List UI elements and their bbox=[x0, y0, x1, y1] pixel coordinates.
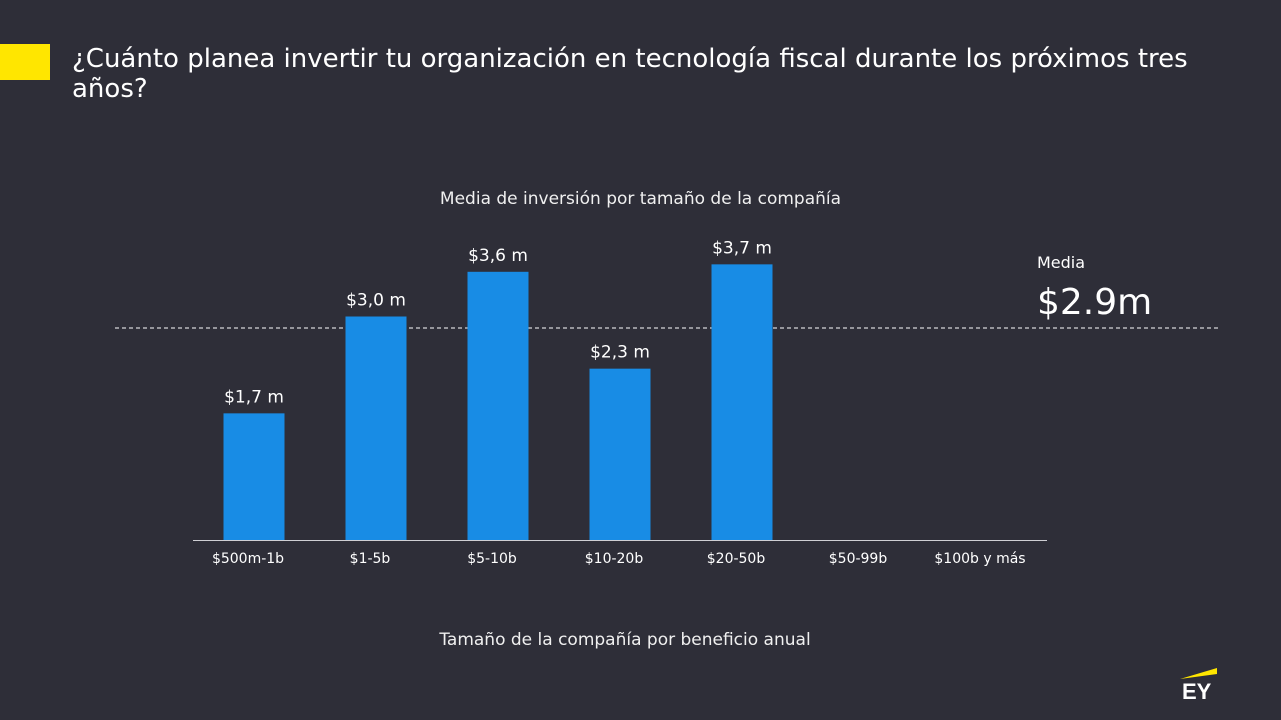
x-tick-label: $1-5b bbox=[350, 551, 391, 567]
data-label: $1,7 m bbox=[224, 387, 284, 407]
x-tick-label: $500m-1b bbox=[212, 551, 284, 567]
svg-text:EY: EY bbox=[1182, 679, 1212, 703]
accent-bar bbox=[0, 44, 50, 80]
bar bbox=[345, 316, 407, 540]
x-tick-label: $5-10b bbox=[467, 551, 517, 567]
mean-value: $2.9m bbox=[1037, 282, 1153, 323]
bar bbox=[223, 413, 285, 540]
ey-logo: EY bbox=[1180, 665, 1220, 707]
bar bbox=[711, 264, 773, 540]
x-tick-label: $100b y más bbox=[934, 551, 1025, 567]
chart-title: Media de inversión por tamaño de la comp… bbox=[439, 189, 842, 209]
data-label: $2,3 m bbox=[590, 343, 650, 363]
data-label: $3,0 m bbox=[346, 291, 406, 311]
mean-label: Media bbox=[1037, 253, 1086, 272]
bar bbox=[589, 368, 651, 540]
bar bbox=[467, 271, 529, 540]
x-axis-label: Tamaño de la compañía por beneficio anua… bbox=[439, 630, 811, 650]
page-title: ¿Cuánto planea invertir tu organización … bbox=[72, 44, 1188, 104]
data-label: $3,7 m bbox=[712, 238, 772, 258]
x-tick-label: $20-50b bbox=[707, 551, 766, 567]
x-tick-label: $10-20b bbox=[585, 551, 644, 567]
data-label: $3,6 m bbox=[468, 246, 528, 266]
x-tick-label: $50-99b bbox=[829, 551, 888, 567]
